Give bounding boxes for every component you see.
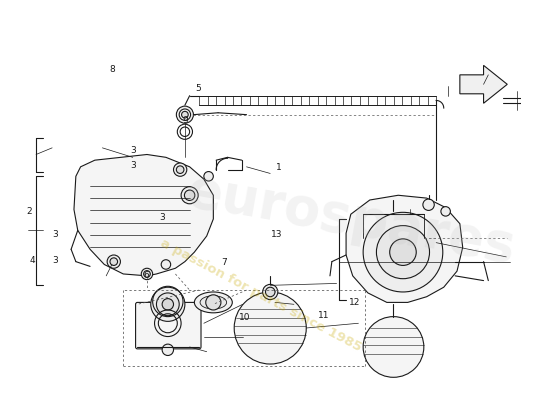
Circle shape: [182, 111, 188, 118]
Circle shape: [206, 295, 221, 310]
Text: 11: 11: [317, 311, 329, 320]
Text: 13: 13: [271, 230, 282, 239]
Text: 3: 3: [159, 212, 164, 222]
Text: 1: 1: [276, 163, 282, 172]
Circle shape: [234, 292, 306, 364]
Circle shape: [173, 163, 187, 176]
Text: eurospares: eurospares: [183, 164, 519, 274]
Circle shape: [204, 172, 213, 181]
Circle shape: [266, 287, 275, 297]
Circle shape: [162, 299, 173, 310]
Circle shape: [390, 239, 416, 266]
Text: 6: 6: [143, 271, 149, 280]
Circle shape: [423, 199, 434, 210]
Circle shape: [384, 228, 403, 248]
Ellipse shape: [200, 296, 227, 309]
Circle shape: [144, 271, 150, 277]
Circle shape: [363, 212, 443, 292]
Text: 7: 7: [221, 258, 227, 267]
Circle shape: [363, 208, 424, 268]
Circle shape: [110, 258, 118, 266]
Text: 3: 3: [130, 161, 136, 170]
Text: 3: 3: [130, 146, 136, 155]
Circle shape: [177, 166, 184, 174]
Text: 10: 10: [239, 313, 251, 322]
Text: 2: 2: [26, 207, 31, 216]
Text: 9: 9: [182, 116, 188, 125]
Circle shape: [263, 284, 278, 300]
Text: 12: 12: [349, 298, 360, 307]
Polygon shape: [460, 65, 507, 103]
Circle shape: [151, 287, 185, 321]
Text: 8: 8: [109, 65, 115, 74]
FancyBboxPatch shape: [136, 302, 201, 349]
Text: a passion for parts since 1985: a passion for parts since 1985: [158, 236, 364, 354]
Text: 3: 3: [52, 230, 58, 239]
Circle shape: [181, 187, 198, 204]
Circle shape: [161, 260, 170, 269]
Circle shape: [375, 219, 412, 257]
Circle shape: [179, 109, 191, 120]
Circle shape: [184, 190, 195, 200]
Circle shape: [376, 226, 430, 279]
Circle shape: [107, 255, 120, 268]
Circle shape: [363, 317, 424, 377]
Ellipse shape: [194, 292, 232, 313]
Circle shape: [177, 106, 194, 123]
Text: 5: 5: [195, 84, 201, 93]
Circle shape: [141, 268, 153, 280]
Text: 3: 3: [52, 256, 58, 265]
Circle shape: [441, 207, 450, 216]
Circle shape: [156, 293, 179, 316]
Polygon shape: [74, 154, 213, 276]
Circle shape: [162, 344, 173, 356]
Polygon shape: [346, 195, 463, 302]
Text: 4: 4: [30, 256, 36, 265]
